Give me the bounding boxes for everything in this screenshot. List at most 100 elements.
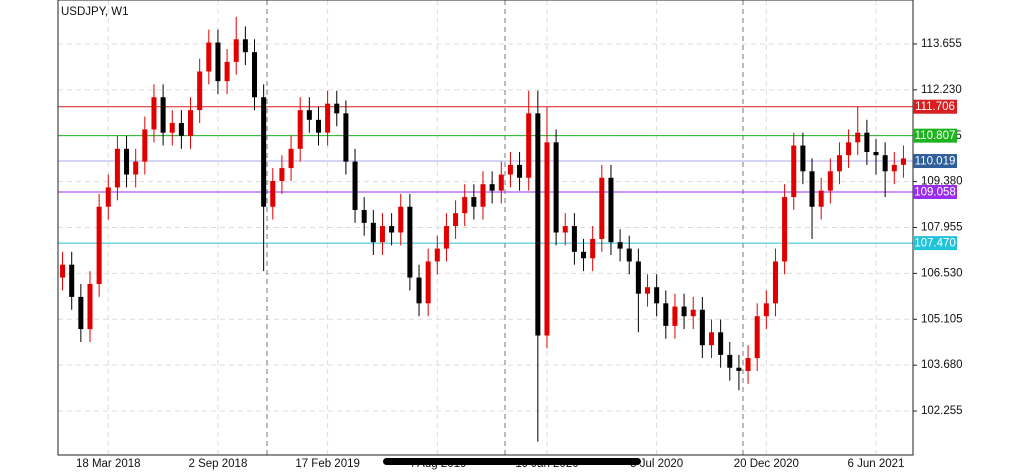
candle-body xyxy=(78,296,84,330)
candle-body xyxy=(827,171,833,191)
candle-body xyxy=(763,303,769,317)
candle-body xyxy=(690,309,696,317)
x-tick-label: 5 Jul 2020 xyxy=(630,458,683,470)
candle-body xyxy=(352,161,358,210)
candle-body xyxy=(60,264,66,278)
candle-body xyxy=(114,148,120,188)
scrollbar[interactable] xyxy=(383,458,641,465)
candle-body xyxy=(416,277,422,304)
x-tick-label: 18 Mar 2018 xyxy=(76,458,141,470)
x-tick-label: 17 Feb 2019 xyxy=(295,458,360,470)
level-label: 110.807 xyxy=(915,130,956,142)
candle-body xyxy=(188,110,194,136)
candle-body xyxy=(517,164,523,178)
candle-body xyxy=(772,261,778,304)
candle-body xyxy=(453,213,459,227)
candle-body xyxy=(818,190,824,207)
candle-body xyxy=(197,71,203,111)
y-tick-label: 112.230 xyxy=(921,84,962,96)
candle-body xyxy=(718,332,724,355)
y-tick-label: 106.530 xyxy=(921,267,963,279)
candles xyxy=(60,16,906,442)
candle-body xyxy=(462,197,468,214)
candle-body xyxy=(361,209,367,223)
level-label-box xyxy=(913,154,957,169)
candle-body xyxy=(215,42,221,82)
candle-body xyxy=(645,287,651,294)
level-label-box xyxy=(913,99,957,114)
candle-body xyxy=(270,180,276,207)
candle-body xyxy=(864,132,870,152)
candle-body xyxy=(736,367,742,371)
candle-body xyxy=(443,226,449,249)
candle-body xyxy=(471,197,477,207)
candle-body xyxy=(809,171,815,207)
candle-body xyxy=(581,251,587,259)
candle-body xyxy=(836,155,842,172)
x-tick-label: 20 Dec 2020 xyxy=(734,458,799,470)
level-label-box xyxy=(913,236,957,251)
candle-body xyxy=(297,110,303,149)
candle-body xyxy=(407,206,413,278)
candle-body xyxy=(745,358,751,371)
candle-body xyxy=(562,226,568,233)
candle-body xyxy=(160,97,166,133)
candle-body xyxy=(900,158,906,165)
candle-body xyxy=(142,129,148,162)
y-tick-label: 105.105 xyxy=(921,313,963,325)
candle-body xyxy=(553,142,559,233)
candle-body xyxy=(96,206,102,285)
candle-body xyxy=(681,306,687,317)
candle-body xyxy=(791,145,797,198)
candle-body xyxy=(873,151,879,156)
candle-body xyxy=(124,148,130,175)
candle-body xyxy=(233,39,239,62)
candle-body xyxy=(608,177,614,243)
candle-body xyxy=(370,222,376,243)
candle-body xyxy=(571,226,577,252)
level-label-box xyxy=(913,128,957,143)
candle-body xyxy=(279,168,285,181)
candle-body xyxy=(663,303,669,326)
candle-body xyxy=(379,226,385,243)
candle-body xyxy=(151,97,157,130)
candle-body xyxy=(699,309,705,346)
candle-body xyxy=(782,197,788,262)
x-tick-label: 6 Jun 2021 xyxy=(848,458,905,470)
candle-body xyxy=(507,164,513,175)
candle-body xyxy=(599,177,605,239)
level-label: 109.058 xyxy=(914,187,956,199)
candle-body xyxy=(480,184,486,207)
candle-body xyxy=(489,184,495,191)
y-tick-label: 102.255 xyxy=(921,405,963,417)
candle-body xyxy=(261,97,267,207)
candle-body xyxy=(727,354,733,368)
candle-body xyxy=(398,206,404,233)
candle-body xyxy=(708,332,715,346)
y-tick-label: 109.380 xyxy=(921,176,963,188)
candle-body xyxy=(306,110,312,120)
candle-body xyxy=(425,261,431,304)
candle-body xyxy=(288,148,294,169)
chart-title: USDJPY, W1 xyxy=(61,6,129,18)
candle-body xyxy=(69,264,75,297)
level-label-box xyxy=(913,184,957,199)
level-label: 111.706 xyxy=(915,101,955,113)
candle-body xyxy=(242,39,248,53)
candle-body xyxy=(800,145,806,172)
candle-body xyxy=(891,164,897,172)
candle-body xyxy=(105,187,111,207)
candle-body xyxy=(635,261,641,294)
x-tick-label: 2 Sep 2018 xyxy=(189,458,248,470)
candle-body xyxy=(590,238,596,259)
candle-body xyxy=(334,103,340,114)
candle-body xyxy=(315,119,321,133)
candle-body xyxy=(544,142,550,336)
candle-body xyxy=(498,174,504,191)
candle-body xyxy=(626,248,632,262)
level-label: 107.470 xyxy=(914,238,956,250)
y-tick-label: 103.680 xyxy=(921,359,963,371)
candle-body xyxy=(389,226,395,233)
